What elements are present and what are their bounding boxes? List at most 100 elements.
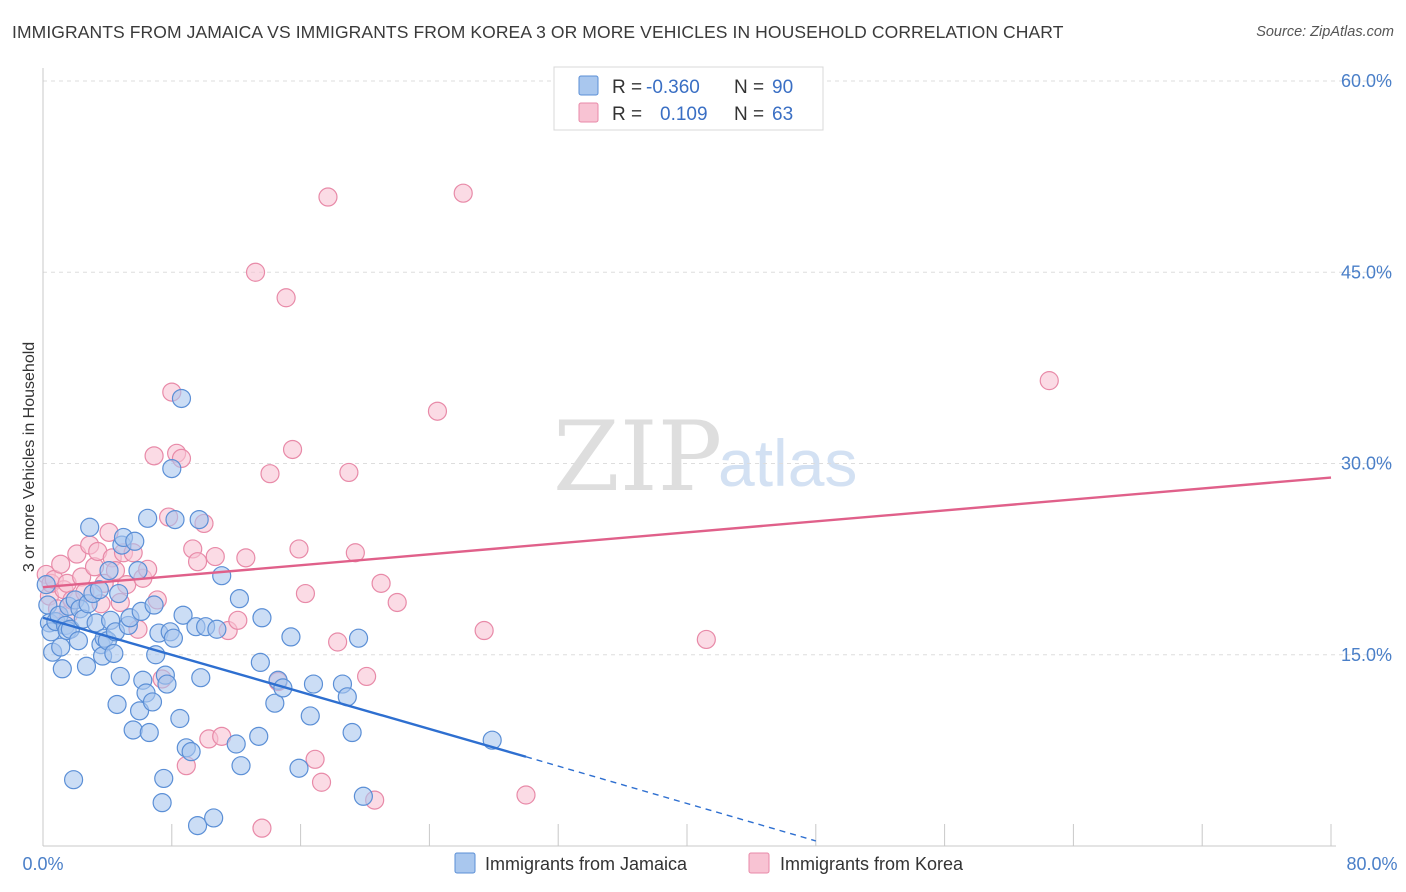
jamaica-point-67 xyxy=(189,509,209,530)
korea-point-43 xyxy=(228,610,248,630)
watermark: ZIP atlas xyxy=(553,401,857,513)
jamaica-point-71 xyxy=(207,619,227,639)
jamaica-point-84 xyxy=(300,706,320,726)
korea-point-53 xyxy=(305,749,325,769)
series-jamaica-points xyxy=(36,388,502,836)
trend-lines xyxy=(42,476,1332,842)
bottom-legend-label-jamaica: Immigrants from Jamaica xyxy=(485,854,688,874)
source-label: Source: ZipAtlas.com xyxy=(1256,24,1394,40)
jamaica-point-64 xyxy=(181,742,201,762)
legend-box xyxy=(553,66,824,131)
korea-point-44 xyxy=(236,548,256,568)
jamaica-point-66 xyxy=(187,815,208,836)
jamaica-point-7 xyxy=(51,637,71,657)
korea-point-50 xyxy=(282,439,303,460)
y-axis-label: 3 or more Vehicles in Household xyxy=(21,342,38,572)
x-tick-label-max: 80.0% xyxy=(1346,854,1397,874)
korea-point-65 xyxy=(474,620,494,641)
korea-point-5 xyxy=(51,554,71,574)
jamaica-point-59 xyxy=(165,509,185,530)
y-tick-label-60: 60.0% xyxy=(1341,71,1392,91)
jamaica-point-40 xyxy=(125,531,145,551)
korea-point-47 xyxy=(260,464,280,484)
korea-point-49 xyxy=(276,288,296,308)
jamaica-point-90 xyxy=(353,786,373,806)
jamaica-point-88 xyxy=(342,722,362,743)
jamaica-point-83 xyxy=(289,758,309,778)
jamaica-point-20 xyxy=(80,517,100,537)
korea-point-28 xyxy=(144,446,164,466)
correlation-legend: R = -0.360 N = 90 R = 0.109 N = 63 xyxy=(553,66,824,131)
jamaica-point-46 xyxy=(138,508,158,528)
korea-point-55 xyxy=(318,187,338,207)
korea-point-54 xyxy=(311,772,332,792)
jamaica-point-53 xyxy=(154,768,174,789)
jamaica-point-15 xyxy=(68,631,89,651)
jamaica-point-79 xyxy=(265,693,285,713)
jamaica-point-60 xyxy=(170,708,190,729)
jamaica-point-0 xyxy=(36,575,56,595)
jamaica-trend-extension xyxy=(525,756,816,842)
series-legend: Immigrants from Jamaica Immigrants from … xyxy=(454,852,964,874)
legend-r-label-jamaica: R = xyxy=(612,77,642,98)
legend-r-label-korea: R = xyxy=(612,104,642,125)
y-tick-label-45: 45.0% xyxy=(1341,262,1392,282)
legend-r-value-korea: 0.109 xyxy=(660,104,708,125)
korea-point-61 xyxy=(371,573,391,593)
jamaica-point-85 xyxy=(303,674,324,694)
jamaica-point-18 xyxy=(76,656,97,676)
korea-point-62 xyxy=(387,592,407,613)
jamaica-point-55 xyxy=(157,674,177,694)
jamaica-point-74 xyxy=(229,589,250,609)
jamaica-point-82 xyxy=(281,627,301,647)
jamaica-point-70 xyxy=(204,808,224,828)
bottom-legend-swatch-korea xyxy=(748,852,770,874)
jamaica-point-73 xyxy=(226,734,246,754)
watermark-zip: ZIP xyxy=(553,401,722,513)
korea-point-64 xyxy=(453,183,473,203)
korea-point-57 xyxy=(339,462,359,483)
korea-point-37 xyxy=(187,552,208,572)
jamaica-point-52 xyxy=(152,793,172,813)
legend-swatch-korea xyxy=(578,102,599,123)
korea-point-66 xyxy=(516,785,536,805)
bottom-legend-swatch-jamaica xyxy=(454,852,476,874)
chart-title: IMMIGRANTS FROM JAMAICA VS IMMIGRANTS FR… xyxy=(12,22,1064,42)
jamaica-point-41 xyxy=(128,560,148,581)
jamaica-trend-line xyxy=(42,616,527,758)
legend-n-label-jamaica: N = xyxy=(734,77,764,98)
y-tick-label-15: 15.0% xyxy=(1341,645,1392,665)
korea-point-67 xyxy=(696,629,716,650)
jamaica-point-61 xyxy=(171,388,192,409)
jamaica-point-33 xyxy=(109,583,129,604)
legend-n-label-korea: N = xyxy=(734,104,764,125)
korea-trend-line xyxy=(42,476,1332,589)
jamaica-point-13 xyxy=(63,770,84,790)
y-tick-label-30: 30.0% xyxy=(1341,454,1392,474)
korea-point-40 xyxy=(205,546,225,567)
jamaica-point-89 xyxy=(348,628,369,648)
legend-n-value-jamaica: 90 xyxy=(772,77,793,98)
jamaica-point-23 xyxy=(89,580,109,600)
gridlines xyxy=(43,80,1392,656)
jamaica-point-58 xyxy=(163,628,184,648)
korea-point-59 xyxy=(357,666,377,687)
jamaica-point-77 xyxy=(250,652,270,673)
jamaica-point-39 xyxy=(123,720,143,740)
jamaica-point-68 xyxy=(191,668,211,688)
jamaica-point-72 xyxy=(212,566,232,586)
korea-point-51 xyxy=(289,539,309,559)
korea-point-56 xyxy=(328,632,348,652)
jamaica-point-28 xyxy=(99,560,119,581)
korea-point-46 xyxy=(252,818,272,838)
jamaica-point-78 xyxy=(252,608,272,628)
y-axis-tick-labels: 15.0% 30.0% 45.0% 60.0% xyxy=(1341,71,1392,665)
x-tick-label-min: 0.0% xyxy=(22,854,63,874)
jamaica-point-8 xyxy=(52,659,72,679)
jamaica-point-47 xyxy=(139,722,159,743)
jamaica-point-62 xyxy=(173,605,193,625)
x-axis-ticks xyxy=(42,824,1332,846)
jamaica-point-76 xyxy=(249,726,269,746)
legend-n-value-korea: 63 xyxy=(772,104,793,125)
